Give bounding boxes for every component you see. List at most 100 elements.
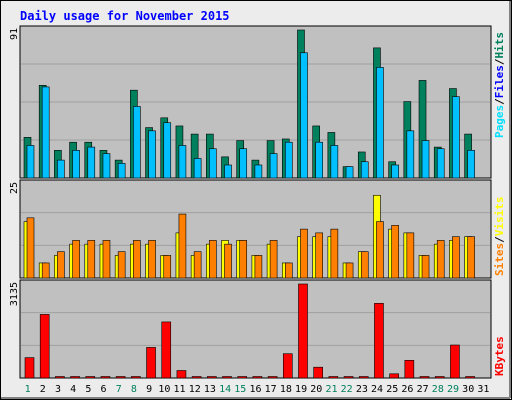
files-bar (148, 130, 156, 179)
kbytes-bar (389, 373, 399, 379)
sites-bar (102, 240, 111, 279)
day-label: 13 (204, 384, 216, 395)
files-bar (391, 164, 399, 179)
day-label: 19 (295, 384, 307, 395)
kbytes-bar (358, 376, 369, 379)
files-bar (239, 148, 248, 179)
files-bar (406, 130, 415, 179)
files-bar (193, 158, 202, 179)
kbytes-bar (207, 376, 217, 379)
files-bar (284, 141, 293, 179)
day-label: 12 (189, 384, 201, 395)
files-bar (209, 148, 217, 179)
sites-bar (41, 262, 50, 279)
kbytes-bar (24, 357, 35, 379)
day-label: 21 (325, 384, 337, 395)
kbytes-bar (267, 376, 278, 379)
kbytes-bar (161, 321, 172, 379)
legend-hits: Hits (493, 32, 506, 59)
sites-bar (26, 217, 35, 279)
sites-bar (360, 251, 369, 279)
kbytes-bar (100, 376, 111, 379)
day-label: 16 (249, 384, 261, 395)
day-label: 14 (219, 384, 231, 395)
day-label: 27 (417, 384, 429, 395)
sites-bar (452, 236, 460, 279)
day-label: 29 (447, 384, 459, 395)
kbytes-bar (237, 376, 248, 379)
day-label: 20 (310, 384, 322, 395)
sites-bar (406, 232, 415, 279)
day-label: 3 (55, 384, 61, 395)
files-bar (163, 122, 172, 179)
files-bar (87, 146, 96, 179)
sites-bar (269, 240, 278, 279)
sites-bar (330, 228, 339, 279)
day-label: 31 (477, 384, 489, 395)
sites-bar (133, 240, 141, 279)
day-label: 6 (101, 384, 107, 395)
sites-bar (376, 221, 384, 279)
kbytes-bar (176, 370, 187, 379)
files-bar (41, 86, 50, 179)
files-bar (436, 148, 445, 179)
sites-bar (254, 255, 263, 279)
kbytes-bar (328, 376, 339, 379)
day-label: 24 (371, 384, 383, 395)
legend-pages: Pages (493, 105, 506, 138)
day-label: 26 (401, 384, 413, 395)
kbytes-bar (252, 376, 263, 379)
day-label: 28 (432, 384, 444, 395)
sites-bar (436, 240, 445, 279)
sites-bar (163, 255, 172, 279)
sites-bar (209, 240, 217, 279)
kbytes-bar (404, 360, 415, 379)
sites-bar (391, 225, 399, 279)
day-label: 9 (146, 384, 152, 395)
sites-bar (193, 251, 202, 279)
day-label: 30 (462, 384, 474, 395)
kbytes-bar (374, 303, 384, 379)
kbytes-bar (434, 376, 445, 379)
files-bar (421, 140, 430, 179)
kbytes-bar (115, 376, 126, 379)
files-bar (300, 52, 308, 179)
sites-bar (345, 262, 354, 279)
legend-files: Files (493, 65, 506, 98)
files-bar (360, 161, 369, 179)
kbytes-y-max-label: 3135 (9, 282, 20, 306)
day-label: 1 (25, 384, 31, 395)
legend-kbytes: KBytes (493, 336, 506, 376)
files-bar (133, 106, 141, 179)
sites-bar (87, 240, 96, 279)
kbytes-bar (343, 376, 354, 379)
files-bar (345, 166, 354, 179)
kbytes-bar (131, 376, 141, 379)
kbytes-bar (191, 376, 202, 379)
sites-bar (57, 251, 65, 279)
files-bar (178, 145, 187, 179)
files-bar (330, 145, 339, 179)
kbytes-bar (39, 314, 50, 379)
day-label: 15 (234, 384, 246, 395)
sites-bar (72, 240, 80, 279)
kbytes-bar (419, 376, 430, 379)
hits-y-max-label: 91 (9, 28, 20, 40)
files-bar (452, 96, 460, 179)
day-label: 2 (40, 384, 46, 395)
day-label: 17 (265, 384, 277, 395)
day-label: 10 (158, 384, 170, 395)
sites-bar (467, 236, 475, 279)
day-label: 5 (85, 384, 91, 395)
day-label: 4 (70, 384, 76, 395)
files-bar (102, 153, 111, 179)
kbytes-bar (298, 283, 308, 379)
files-bar (254, 164, 263, 179)
files-bar (467, 150, 475, 179)
kbytes-bar (146, 347, 156, 379)
kbytes-bar (222, 376, 232, 379)
sites-bar (117, 251, 126, 279)
sites-bar (178, 213, 187, 279)
day-label: 8 (131, 384, 137, 395)
